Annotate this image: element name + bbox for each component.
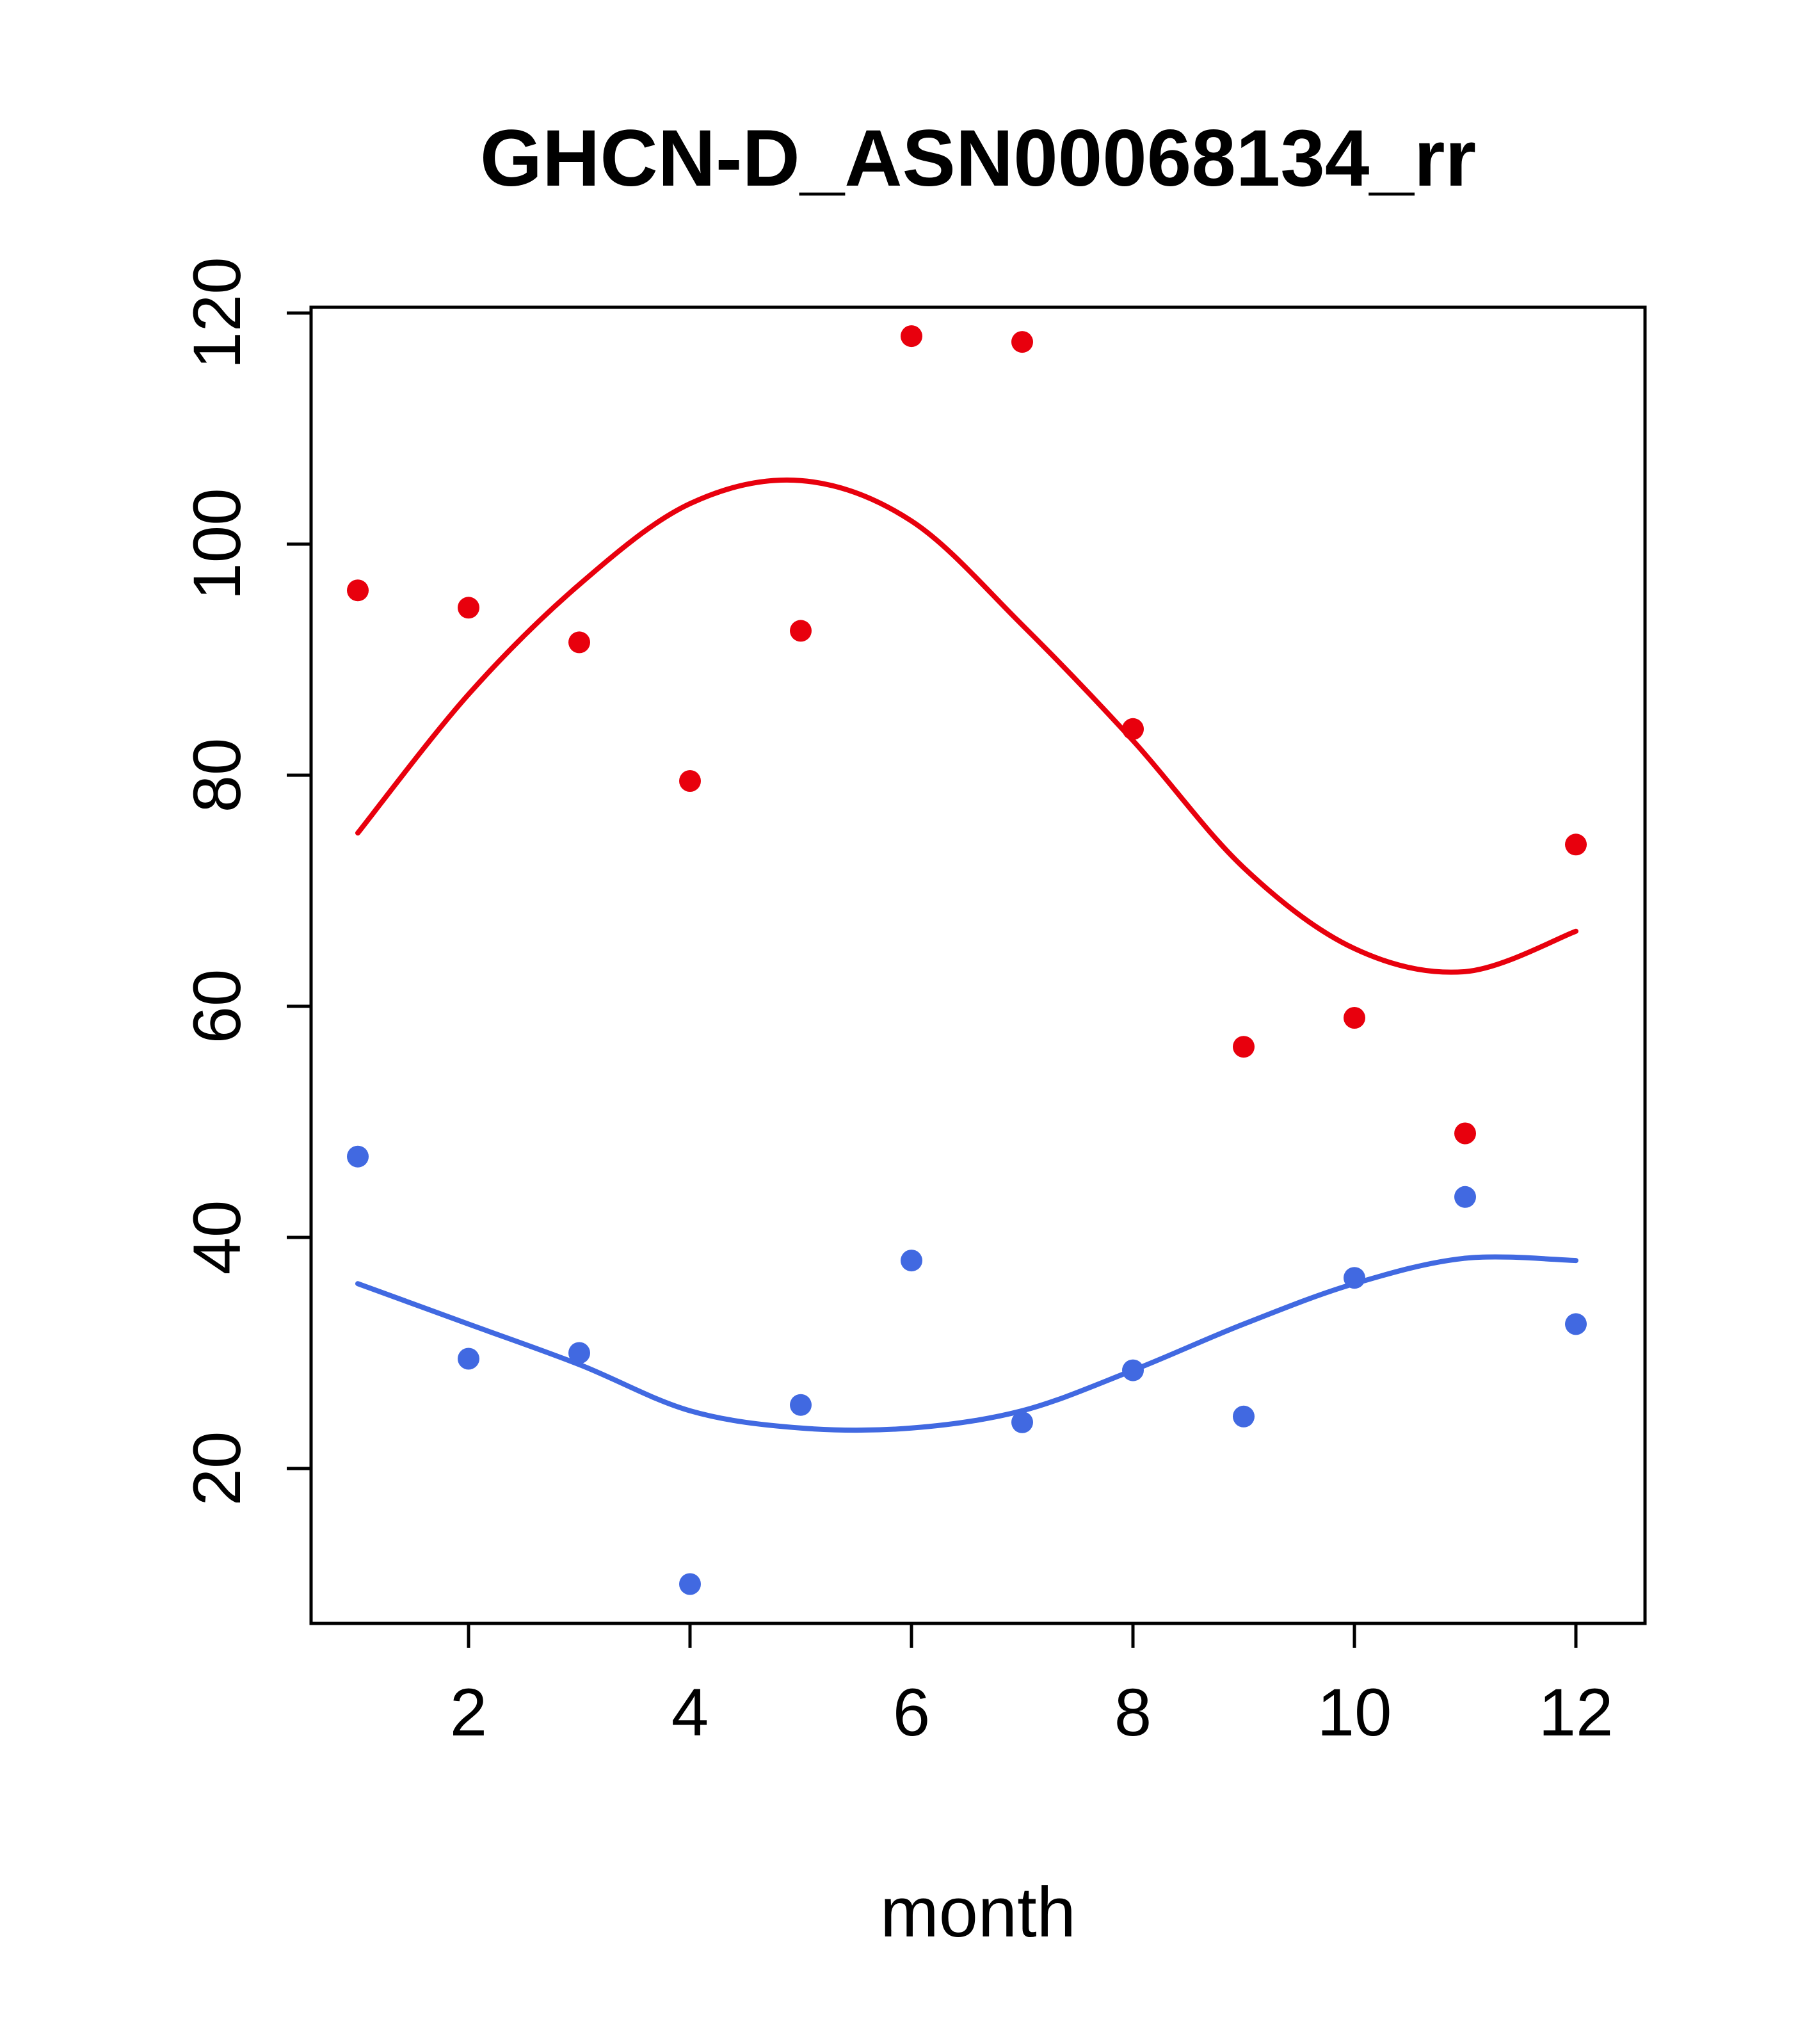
blue-monthly-point [347, 1145, 369, 1168]
red-monthly-point [1122, 718, 1144, 740]
red-monthly-point [568, 631, 590, 654]
red-monthly-point [1011, 331, 1033, 353]
blue-monthly-point [790, 1394, 812, 1416]
blue-smooth-fit-line [355, 1254, 1578, 1433]
y-tick-label: 120 [180, 257, 255, 369]
red-monthly-point [1233, 1036, 1255, 1058]
plot-box [309, 305, 1647, 1625]
x-tick-label: 2 [450, 1675, 487, 1750]
blue-monthly-point [679, 1573, 701, 1595]
red-monthly-point [790, 620, 812, 642]
blue-monthly-point [458, 1348, 479, 1370]
y-tick-label: 100 [180, 488, 255, 600]
blue-monthly-point [568, 1342, 590, 1364]
x-tick-label: 4 [671, 1675, 709, 1750]
blue-monthly-point [1344, 1267, 1365, 1289]
blue-monthly-point [1122, 1359, 1144, 1381]
y-tick-label: 40 [180, 1200, 255, 1275]
blue-monthly-point [1233, 1405, 1255, 1428]
red-smooth-fit-line [355, 477, 1578, 975]
axis-ticks-layer: 2 4 6 8 10 12 20 40 60 80 100 120 [180, 257, 1613, 1750]
trend-lines-layer [355, 477, 1578, 1433]
red-monthly-point [458, 597, 479, 619]
x-tick-label: 6 [893, 1675, 930, 1750]
data-points-layer [347, 325, 1587, 1595]
red-monthly-point [347, 579, 369, 602]
red-monthly-point [1454, 1122, 1476, 1145]
x-tick-label: 8 [1114, 1675, 1152, 1750]
blue-monthly-point [1565, 1313, 1587, 1335]
red-monthly-point [679, 770, 701, 792]
blue-monthly-point [901, 1250, 922, 1272]
y-tick-label: 80 [180, 738, 255, 813]
x-axis-label: month [880, 1873, 1076, 1952]
y-tick-label: 60 [180, 969, 255, 1044]
red-monthly-point [1344, 1007, 1365, 1029]
blue-monthly-point [1011, 1411, 1033, 1433]
red-monthly-point [901, 325, 922, 348]
x-tick-label: 10 [1317, 1675, 1392, 1750]
blue-monthly-point [1454, 1186, 1476, 1208]
x-tick-label: 12 [1539, 1675, 1614, 1750]
y-tick-label: 20 [180, 1431, 255, 1506]
red-monthly-point [1565, 833, 1587, 856]
chart-title: GHCN-D_ASN00068134_rr [480, 114, 1476, 203]
